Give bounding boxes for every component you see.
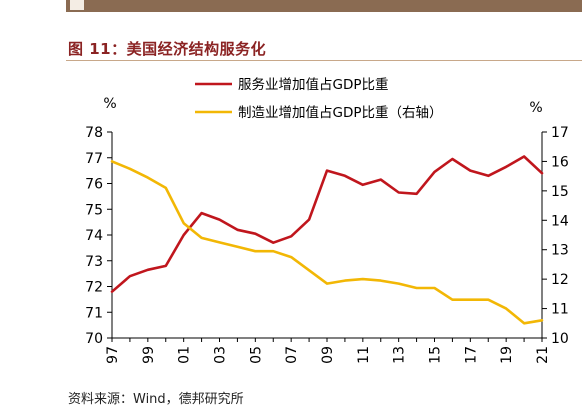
x-tick-label: 19 [499, 346, 515, 364]
x-tick-label: 13 [392, 346, 408, 364]
x-tick-label: 05 [248, 346, 264, 364]
x-tick-label: 03 [213, 346, 229, 364]
brand-logo-icon [70, 0, 84, 10]
x-tick-label: 21 [535, 346, 551, 364]
services-share-line [110, 155, 544, 294]
right-tick-label: 15 [551, 184, 569, 200]
manufacturing-share-line [110, 160, 544, 325]
left-tick-label: 70 [85, 331, 103, 347]
right-tick-label: 17 [551, 125, 569, 141]
legend-label-services: 服务业增加值占GDP比重 [238, 77, 389, 93]
x-tick-label: 97 [105, 346, 121, 364]
left-tick-label: 72 [85, 280, 103, 296]
right-tick-label: 14 [551, 213, 569, 229]
figure-title: 图 11：美国经济结构服务化 [68, 40, 267, 58]
left-tick-label: 76 [85, 177, 103, 193]
left-tick-label: 78 [85, 125, 103, 141]
right-tick-label: 11 [551, 302, 569, 318]
x-tick-label: 07 [284, 346, 300, 364]
right-tick-label: 10 [551, 331, 569, 347]
x-tick-label: 09 [320, 346, 336, 364]
header-brand-bar-fill [66, 0, 582, 12]
x-tick-label: 99 [141, 346, 157, 364]
left-tick-label: 74 [85, 228, 103, 244]
left-tick-label: 71 [85, 305, 103, 321]
x-tick-label: 17 [463, 346, 479, 364]
left-tick-label: 77 [85, 151, 103, 167]
right-tick-label: 12 [551, 272, 569, 288]
header-brand-bar [0, 0, 582, 12]
source-note: 资料来源：Wind，德邦研究所 [68, 392, 244, 407]
x-tick-label: 11 [356, 346, 372, 364]
left-axis-unit: % [103, 96, 116, 112]
right-tick-label: 13 [551, 243, 569, 259]
left-tick-label: 75 [85, 202, 103, 218]
legend-label-manufacturing: 制造业增加值占GDP比重（右轴） [238, 105, 443, 121]
right-tick-label: 16 [551, 154, 569, 170]
title-divider [66, 60, 582, 61]
x-tick-label: 01 [177, 346, 193, 364]
right-axis-unit: % [529, 100, 542, 116]
x-tick-label: 15 [428, 346, 444, 364]
left-tick-label: 73 [85, 254, 103, 270]
